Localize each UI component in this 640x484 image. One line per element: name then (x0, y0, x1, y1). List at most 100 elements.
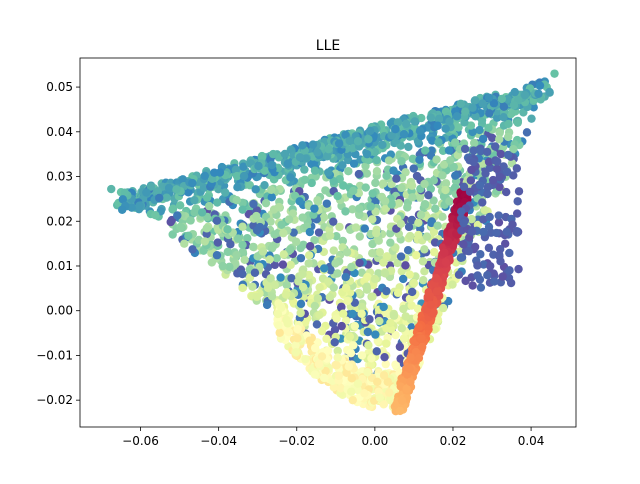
scatter-point (395, 406, 405, 416)
scatter-point (509, 101, 519, 110)
scatter-point (240, 255, 249, 265)
scatter-point (401, 312, 410, 321)
scatter-point (243, 234, 252, 243)
scatter-point (415, 193, 425, 202)
scatter-point (465, 187, 475, 196)
scatter-point (513, 197, 522, 206)
scatter-point (200, 237, 210, 246)
scatter-point (344, 362, 353, 371)
scatter-point (391, 360, 400, 369)
scatter-point (445, 197, 454, 206)
scatter-point (164, 183, 174, 193)
scatter-point (331, 259, 340, 268)
scatter-point (250, 268, 260, 277)
scatter-point (273, 309, 283, 319)
scatter-point (391, 330, 400, 340)
scatter-point (322, 334, 331, 343)
scatter-point (415, 126, 425, 136)
scatter-point (360, 389, 369, 398)
scatter-point (480, 205, 489, 215)
scatter-point (382, 339, 391, 348)
x-tick-label: 0.00 (362, 434, 389, 448)
scatter-point (441, 258, 450, 267)
scatter-point (513, 118, 522, 127)
scatter-point (238, 269, 247, 279)
scatter-point (349, 341, 358, 350)
scatter-point (417, 334, 426, 343)
scatter-point (180, 239, 189, 248)
scatter-point (307, 178, 316, 188)
scatter-point (120, 188, 129, 197)
scatter-point (412, 171, 422, 181)
scatter-point (305, 336, 314, 345)
scatter-point (135, 201, 144, 210)
scatter-point (402, 384, 411, 394)
scatter-point (399, 304, 408, 314)
scatter-point (289, 228, 298, 237)
scatter-point (469, 146, 478, 155)
scatter-point (333, 346, 342, 356)
scatter-point (296, 308, 305, 318)
scatter-point (334, 139, 344, 148)
scatter-point (168, 204, 178, 213)
scatter-point (238, 283, 247, 293)
scatter-point (399, 334, 409, 343)
scatter-point (429, 247, 439, 257)
scatter-point (223, 225, 232, 234)
scatter-point (414, 323, 423, 332)
scatter-point (430, 325, 439, 334)
scatter-point (333, 191, 342, 201)
scatter-point (107, 184, 116, 194)
scatter-point (218, 261, 228, 271)
scatter-point (245, 181, 255, 190)
scatter-point (415, 155, 424, 165)
scatter-point (391, 124, 400, 134)
scatter-point (274, 202, 284, 212)
scatter-point (314, 359, 324, 369)
scatter-point (420, 245, 429, 254)
scatter-point (368, 249, 377, 258)
scatter-point (348, 395, 357, 405)
scatter-point (368, 292, 377, 301)
scatter-point (469, 138, 479, 148)
scatter-point (464, 247, 474, 256)
scatter-point (313, 148, 322, 157)
scatter-point (495, 128, 504, 137)
scatter-point (231, 165, 241, 174)
scatter-point (265, 255, 274, 264)
scatter-point (450, 183, 460, 193)
scatter-point (255, 262, 264, 272)
scatter-point (232, 250, 241, 260)
y-tick-label: −0.02 (36, 393, 73, 407)
scatter-point (263, 283, 273, 293)
scatter-point (292, 237, 301, 246)
scatter-point (419, 276, 428, 285)
scatter-point (330, 325, 340, 335)
scatter-point (248, 282, 257, 291)
scatter-point (367, 354, 376, 363)
scatter-point (353, 379, 363, 388)
scatter-point (550, 69, 559, 78)
scatter-point (354, 169, 364, 179)
scatter-point (473, 261, 482, 270)
scatter-point (293, 324, 302, 334)
scatter-point (403, 203, 412, 212)
scatter-point (341, 207, 350, 216)
x-tick-label: −0.04 (200, 434, 237, 448)
scatter-point (483, 183, 493, 192)
scatter-point (286, 245, 295, 254)
y-tick-label: 0.00 (46, 304, 73, 318)
scatter-point (418, 257, 428, 266)
scatter-point (459, 218, 468, 228)
scatter-point (348, 205, 357, 214)
scatter-point (348, 309, 357, 319)
axes: −0.06 −0.04 −0.02 0.00 0.02 0.04 −0.02 −0.01 0.0… (36, 57, 577, 448)
scatter-point (326, 266, 335, 275)
scatter-point (350, 321, 360, 331)
scatter-point (267, 193, 276, 202)
scatter-point (481, 169, 490, 178)
scatter-point (348, 186, 358, 196)
scatter-point (341, 130, 350, 140)
scatter-point (426, 113, 436, 122)
